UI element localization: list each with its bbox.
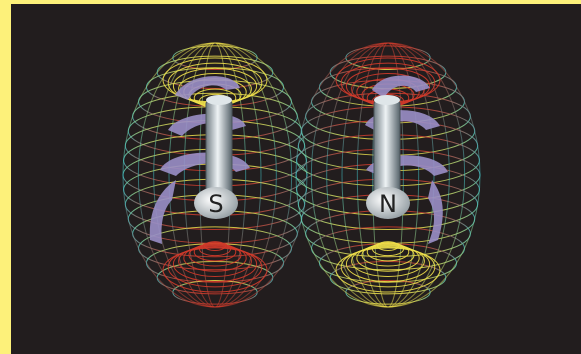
- north-pole-label: N: [379, 190, 397, 218]
- north-pole-cap: [366, 187, 410, 219]
- pole-funnel-ring: [172, 245, 258, 283]
- field-shell: [122, 42, 308, 308]
- frame-accent-left: [0, 0, 11, 354]
- south-pole-cap: [194, 187, 238, 219]
- pole-funnel-ring: [377, 241, 399, 251]
- pole-funnel-ring: [204, 241, 226, 251]
- field-shell: [295, 42, 481, 308]
- pole-funnel-ring: [188, 243, 242, 267]
- ribbon-arrow-icon: [175, 76, 240, 100]
- pole-funnel-ring: [198, 241, 232, 257]
- south-magnet: S: [194, 95, 238, 219]
- pole-funnel-ring: [366, 242, 410, 262]
- pole-funnel-ring: [351, 245, 425, 277]
- pole-funnel-ring: [178, 245, 252, 277]
- pole-funnel-ring: [345, 245, 431, 283]
- ribbon-arrow-icon: [428, 180, 443, 244]
- pole-funnel-ring: [340, 246, 436, 288]
- pole-funnel-ring: [356, 244, 420, 272]
- pole-funnel-ring: [193, 242, 237, 262]
- pole-funnel-ring: [162, 247, 268, 293]
- pole-funnel-ring: [335, 247, 441, 293]
- ribbon-arrow-icon: [149, 180, 176, 244]
- pole-funnel-ring: [167, 246, 263, 288]
- pole-funnel-ring: [183, 244, 247, 272]
- north-magnet: N: [366, 95, 410, 219]
- frame-accent-top: [0, 0, 581, 4]
- ribbon-arrow-icon: [372, 75, 430, 98]
- pole-funnel-ring: [371, 241, 405, 257]
- south-pole-label: S: [208, 190, 223, 218]
- pole-funnel-ring: [361, 243, 415, 267]
